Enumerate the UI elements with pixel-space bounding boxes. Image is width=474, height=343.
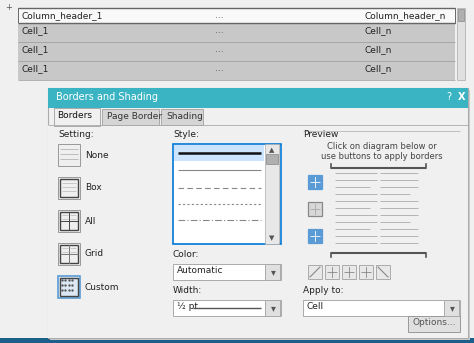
- Text: Preview: Preview: [303, 130, 338, 139]
- Text: Custom: Custom: [85, 283, 119, 292]
- Bar: [58, 276, 80, 298]
- Text: ½ pt: ½ pt: [177, 302, 198, 311]
- Bar: [303, 300, 460, 316]
- Text: ...: ...: [215, 11, 223, 20]
- Text: Apply to:: Apply to:: [303, 286, 344, 295]
- Text: ▾: ▾: [271, 303, 275, 313]
- Bar: [173, 144, 281, 244]
- Bar: [376, 265, 390, 279]
- Text: +: +: [5, 3, 12, 12]
- Text: ▾: ▾: [449, 303, 455, 313]
- Bar: [308, 265, 322, 279]
- Bar: [342, 265, 356, 279]
- Bar: [48, 88, 468, 108]
- Bar: [18, 8, 455, 23]
- Text: Automatic: Automatic: [177, 266, 224, 275]
- Bar: [457, 8, 465, 80]
- Bar: [60, 212, 78, 230]
- Bar: [359, 265, 373, 279]
- Text: ▲: ▲: [269, 147, 275, 153]
- Text: X: X: [458, 92, 465, 102]
- Bar: [173, 264, 281, 280]
- Text: None: None: [85, 151, 109, 159]
- Text: Cell: Cell: [307, 302, 324, 311]
- Text: Cell_n: Cell_n: [365, 64, 392, 73]
- Bar: [308, 229, 322, 243]
- Text: Cell_1: Cell_1: [22, 64, 49, 73]
- Text: use buttons to apply borders: use buttons to apply borders: [321, 152, 442, 161]
- Text: Cell_n: Cell_n: [365, 45, 392, 54]
- Bar: [174, 145, 264, 161]
- Text: Width:: Width:: [173, 286, 202, 295]
- Text: Column_header_1: Column_header_1: [22, 11, 103, 20]
- Text: Grid: Grid: [85, 249, 104, 259]
- Bar: [265, 264, 280, 280]
- Bar: [60, 179, 78, 197]
- Bar: [265, 144, 279, 244]
- Text: ▼: ▼: [269, 235, 275, 241]
- Text: Cell_n: Cell_n: [365, 26, 392, 35]
- Text: ...: ...: [215, 45, 223, 54]
- Bar: [0, 338, 474, 343]
- Bar: [408, 316, 460, 332]
- Bar: [58, 210, 80, 232]
- Text: Borders: Borders: [57, 111, 92, 120]
- Text: Style:: Style:: [173, 130, 199, 139]
- Bar: [308, 175, 322, 189]
- Bar: [266, 154, 278, 164]
- Bar: [458, 9, 464, 21]
- Bar: [102, 109, 159, 125]
- Text: Color:: Color:: [173, 250, 200, 259]
- Text: Setting:: Setting:: [58, 130, 94, 139]
- Bar: [173, 300, 281, 316]
- Text: Cell_1: Cell_1: [22, 26, 49, 35]
- Text: ...: ...: [215, 64, 223, 73]
- Bar: [18, 61, 455, 80]
- Bar: [444, 300, 459, 316]
- Bar: [60, 245, 78, 263]
- Bar: [58, 177, 80, 199]
- Bar: [60, 278, 78, 296]
- Bar: [18, 42, 455, 61]
- Text: Page Border: Page Border: [107, 112, 162, 121]
- Bar: [48, 88, 468, 338]
- Bar: [58, 144, 80, 166]
- Text: ...: ...: [215, 26, 223, 35]
- Text: Shading: Shading: [166, 112, 203, 121]
- Text: ▾: ▾: [271, 267, 275, 277]
- Text: All: All: [85, 216, 96, 225]
- Bar: [265, 300, 280, 316]
- Bar: [48, 125, 468, 338]
- Text: Cell_1: Cell_1: [22, 45, 49, 54]
- Bar: [50, 90, 470, 340]
- Text: Borders and Shading: Borders and Shading: [56, 92, 158, 102]
- Text: ?: ?: [446, 92, 451, 102]
- Text: Column_header_n: Column_header_n: [365, 11, 447, 20]
- Bar: [54, 108, 100, 126]
- Bar: [325, 265, 339, 279]
- Bar: [0, 0, 474, 85]
- Text: Box: Box: [85, 184, 102, 192]
- Text: Options...: Options...: [412, 318, 456, 327]
- Bar: [308, 202, 322, 216]
- Bar: [58, 243, 80, 265]
- Text: Click on diagram below or: Click on diagram below or: [327, 142, 437, 151]
- Bar: [161, 109, 203, 125]
- Bar: [18, 23, 455, 42]
